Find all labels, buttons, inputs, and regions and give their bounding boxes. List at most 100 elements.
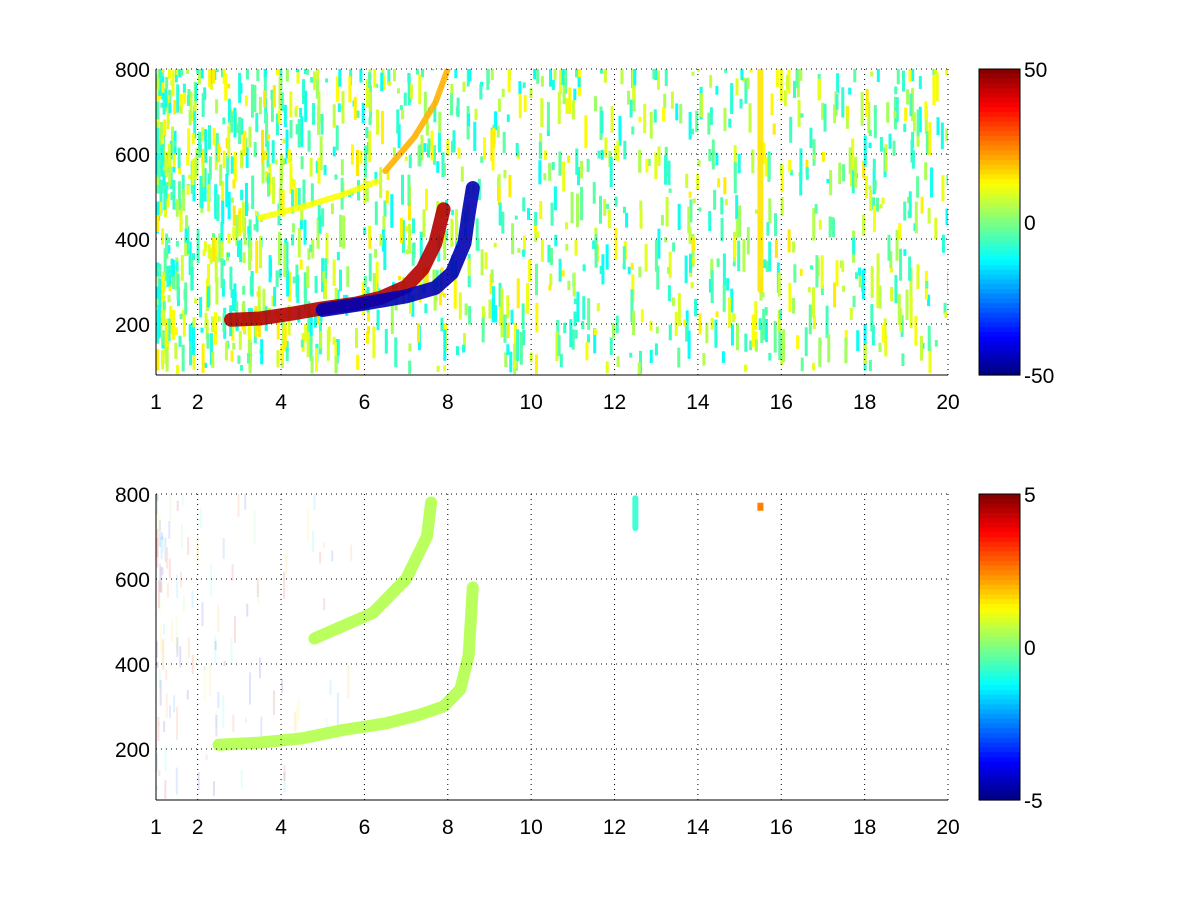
colorbar-cell bbox=[979, 522, 1020, 529]
noise-cell bbox=[188, 324, 192, 342]
noise-cell bbox=[662, 107, 666, 122]
noise-cell bbox=[443, 241, 447, 261]
noise-cell bbox=[894, 86, 898, 95]
noise-cell bbox=[657, 146, 661, 166]
noise-cell bbox=[156, 127, 160, 157]
noise-cell bbox=[169, 140, 173, 160]
noise-cell bbox=[667, 160, 671, 185]
noise-cell bbox=[455, 69, 459, 70]
noise-cell bbox=[383, 238, 387, 271]
noise-cell bbox=[551, 162, 555, 171]
colorbar-cell bbox=[979, 145, 1020, 151]
noise-cell bbox=[219, 164, 223, 186]
colorbar-cell bbox=[979, 112, 1020, 118]
noise-cell bbox=[576, 291, 580, 323]
noise-cell bbox=[553, 186, 557, 211]
noise-cell bbox=[337, 103, 341, 113]
noise-cell bbox=[312, 103, 316, 125]
x-tick-label: 2 bbox=[192, 816, 204, 839]
noise-cell bbox=[497, 98, 501, 112]
noise-cell bbox=[841, 260, 845, 272]
noise-cell bbox=[230, 637, 233, 666]
noise-cell bbox=[212, 128, 216, 146]
noise-cell bbox=[778, 326, 782, 361]
noise-cell bbox=[313, 494, 316, 511]
noise-cell bbox=[865, 88, 869, 115]
noise-cell bbox=[821, 102, 825, 120]
noise-cell bbox=[157, 305, 161, 338]
noise-cell bbox=[210, 564, 213, 596]
noise-cell bbox=[780, 196, 784, 216]
noise-cell bbox=[318, 215, 322, 234]
colorbar-cell bbox=[979, 317, 1020, 324]
feature-2 bbox=[757, 502, 764, 511]
noise-cell bbox=[807, 287, 811, 293]
noise-cell bbox=[324, 278, 328, 299]
feature-1 bbox=[315, 181, 480, 317]
noise-cell bbox=[446, 140, 450, 156]
noise-cell bbox=[256, 578, 259, 598]
noise-cell bbox=[670, 91, 674, 109]
noise-cell bbox=[368, 72, 372, 88]
noise-cell bbox=[320, 113, 324, 135]
noise-cell bbox=[186, 95, 190, 106]
noise-cell bbox=[390, 304, 394, 334]
noise-cell bbox=[586, 334, 590, 343]
noise-cell bbox=[881, 324, 885, 343]
noise-cell bbox=[792, 297, 796, 314]
noise-cell bbox=[903, 123, 907, 133]
noise-cell bbox=[226, 252, 230, 258]
noise-cell bbox=[656, 70, 660, 90]
noise-cell bbox=[488, 299, 492, 319]
noise-cell bbox=[908, 191, 912, 218]
noise-cell bbox=[449, 93, 453, 116]
noise-cell bbox=[334, 174, 338, 180]
noise-cell bbox=[262, 288, 266, 317]
noise-cell bbox=[201, 127, 205, 141]
noise-cell bbox=[313, 71, 317, 91]
noise-cell bbox=[522, 197, 526, 212]
noise-cell bbox=[916, 176, 920, 198]
colorbar-cell bbox=[979, 140, 1020, 147]
noise-cell bbox=[156, 175, 160, 186]
noise-cell bbox=[157, 267, 161, 272]
noise-cell bbox=[361, 102, 365, 124]
noise-cell bbox=[160, 532, 163, 540]
noise-cell bbox=[168, 558, 171, 579]
x-tick-label: 12 bbox=[603, 391, 626, 414]
noise-cell bbox=[175, 240, 179, 247]
noise-cell bbox=[920, 196, 924, 214]
noise-cell bbox=[610, 106, 614, 133]
noise-cell bbox=[156, 180, 160, 194]
noise-cell bbox=[863, 324, 867, 352]
noise-cell bbox=[823, 103, 827, 132]
noise-cell bbox=[901, 353, 905, 367]
noise-cell bbox=[443, 329, 447, 361]
noise-cell bbox=[212, 781, 215, 796]
noise-cell bbox=[654, 239, 658, 272]
noise-cell bbox=[879, 203, 883, 209]
noise-cell bbox=[347, 665, 350, 699]
noise-cell bbox=[412, 218, 416, 234]
noise-cell bbox=[363, 178, 367, 204]
noise-cell bbox=[285, 129, 289, 159]
noise-cell bbox=[306, 266, 310, 288]
noise-cell bbox=[715, 85, 719, 95]
noise-cell bbox=[893, 110, 897, 119]
noise-cell bbox=[820, 284, 824, 296]
noise-cell bbox=[394, 337, 398, 368]
noise-cell bbox=[623, 140, 627, 160]
noise-cell bbox=[431, 69, 435, 71]
noise-cell bbox=[169, 494, 172, 522]
colorbar-cell bbox=[979, 704, 1020, 710]
noise-cell bbox=[527, 208, 531, 220]
noise-cell bbox=[862, 214, 866, 237]
noise-cell bbox=[584, 115, 588, 149]
noise-cell bbox=[934, 340, 938, 347]
noise-cell bbox=[744, 78, 748, 104]
noise-cell bbox=[156, 508, 159, 537]
noise-cell bbox=[240, 365, 244, 371]
noise-cell bbox=[889, 251, 893, 269]
noise-cell bbox=[858, 267, 862, 276]
noise-cell bbox=[928, 346, 932, 374]
